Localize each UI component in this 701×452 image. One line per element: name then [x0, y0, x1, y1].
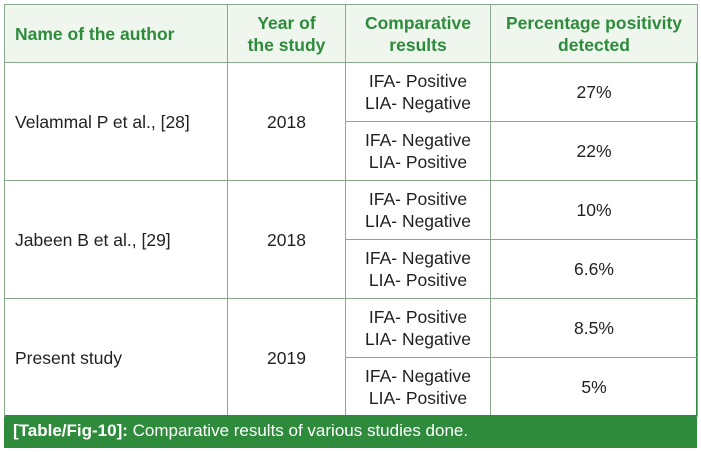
- table-row: Jabeen B et al., [29] 2018 IFA- Positive…: [4, 180, 698, 299]
- header-percentage: Percentage positivity detected: [490, 4, 698, 63]
- table-row: IFA- Negative LIA- Positive 5%: [5, 357, 698, 417]
- table-figure: Name of the author Year of the study Com…: [4, 4, 698, 448]
- caption-label: [Table/Fig-10]:: [13, 421, 128, 440]
- results-cell: IFA- Positive LIA- Negative: [345, 62, 491, 122]
- table-header-row: Name of the author Year of the study Com…: [4, 4, 698, 63]
- header-comparative-results: Comparative results: [345, 4, 491, 63]
- author-cell: Present study: [4, 298, 228, 417]
- results-cell: IFA- Positive LIA- Negative: [345, 298, 491, 358]
- percentage-cell: 10%: [490, 180, 698, 240]
- percentage-cell: 27%: [490, 62, 698, 122]
- percentage-cell: 6.6%: [490, 239, 698, 299]
- header-author: Name of the author: [4, 4, 228, 63]
- results-cell: IFA- Negative LIA- Positive: [345, 357, 491, 417]
- author-cell: Velammal P et al., [28]: [4, 62, 228, 181]
- table-row: Velammal P et al., [28] 2018 IFA- Positi…: [4, 62, 698, 181]
- year-cell: 2018: [227, 62, 346, 181]
- author-cell: Jabeen B et al., [29]: [4, 180, 228, 299]
- table-row: IFA- Negative LIA- Positive 22%: [5, 121, 698, 181]
- results-cell: IFA- Negative LIA- Positive: [345, 239, 491, 299]
- year-cell: 2018: [227, 180, 346, 299]
- percentage-cell: 22%: [490, 121, 698, 181]
- header-year: Year of the study: [227, 4, 346, 63]
- results-cell: IFA- Positive LIA- Negative: [345, 180, 491, 240]
- table-row: Present study 2019 IFA- Positive LIA- Ne…: [4, 298, 698, 417]
- table-caption: [Table/Fig-10]: Comparative results of v…: [5, 415, 696, 447]
- results-cell: IFA- Negative LIA- Positive: [345, 121, 491, 181]
- year-cell: 2019: [227, 298, 346, 417]
- percentage-cell: 5%: [490, 357, 698, 417]
- caption-text: Comparative results of various studies d…: [127, 421, 469, 440]
- percentage-cell: 8.5%: [490, 298, 698, 358]
- comparison-table: Name of the author Year of the study Com…: [4, 4, 698, 417]
- table-row: IFA- Negative LIA- Positive 6.6%: [5, 239, 698, 299]
